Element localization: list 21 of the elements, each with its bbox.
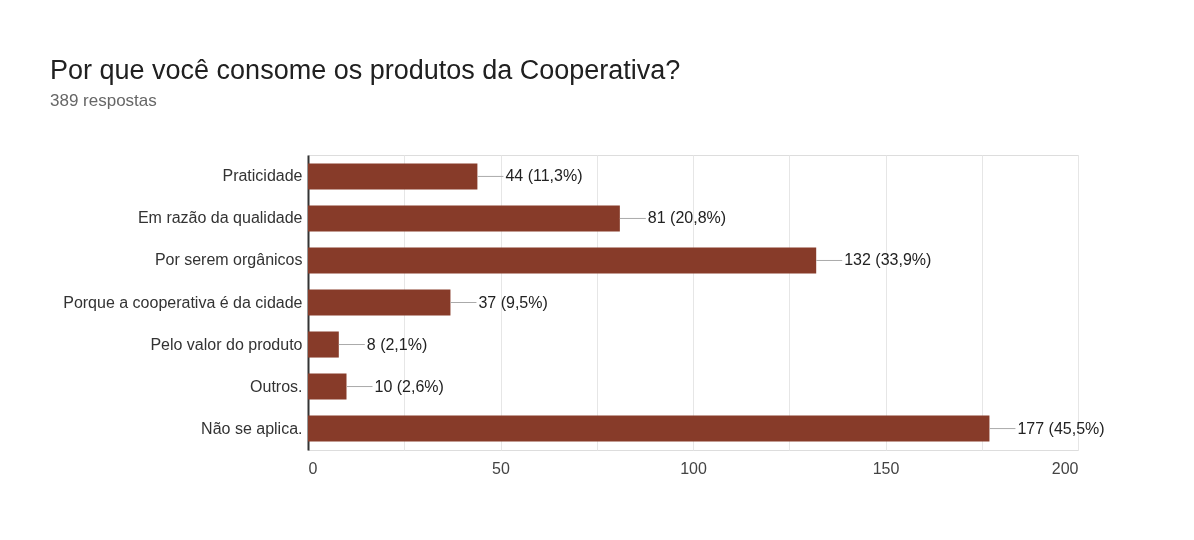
data-label: 44 (11,3%)	[505, 167, 583, 185]
chart-title: Por que você consome os produtos da Cooperativa?	[50, 55, 681, 85]
y-tick-label: Porque a cooperativa é da cidade	[63, 293, 303, 311]
x-tick-label: 50	[492, 459, 510, 477]
x-tick-label: 100	[680, 459, 707, 477]
y-tick-label: Em razão da qualidade	[137, 209, 303, 227]
y-tick-label: Por serem orgânicos	[154, 251, 303, 269]
y-tick-label: Pelo valor do produto	[150, 335, 303, 353]
data-label: 132 (33,9%)	[844, 251, 932, 269]
y-tick-label: Não se aplica.	[201, 419, 303, 437]
data-label: 81 (20,8%)	[647, 209, 727, 227]
y-tick-label: Outros.	[250, 377, 303, 395]
x-tick-label: 200	[1051, 459, 1079, 477]
x-tick-label: 150	[872, 459, 900, 477]
y-tick-label: Praticidade	[222, 167, 303, 185]
data-label: 37 (9,5%)	[478, 293, 548, 311]
x-tick-label: 0	[308, 459, 318, 477]
data-label: 8 (2,1%)	[366, 335, 428, 353]
data-label: 177 (45,5%)	[1017, 419, 1105, 437]
text: 389 respostas	[50, 91, 157, 110]
data-label: 10 (2,6%)	[374, 377, 444, 395]
